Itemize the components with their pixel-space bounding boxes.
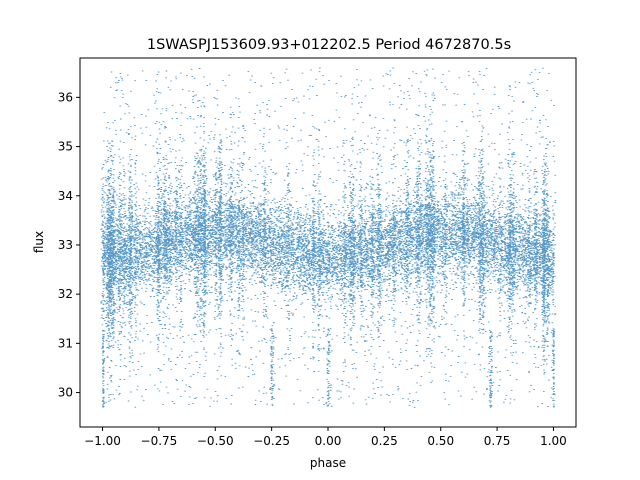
x-axis-label: phase <box>310 456 346 470</box>
y-tick-label: 33 <box>58 238 73 252</box>
data-points-path <box>100 67 557 408</box>
y-tick-label: 35 <box>58 140 73 154</box>
x-tick-label: −0.50 <box>197 434 234 448</box>
x-tick-label: 0.25 <box>371 434 398 448</box>
y-tick-label: 36 <box>58 90 73 104</box>
x-tick-label: 1.00 <box>540 434 567 448</box>
x-tick-label: 0.75 <box>484 434 511 448</box>
y-axis: 30 31 32 33 34 35 36 <box>58 90 80 400</box>
x-tick-label: −0.75 <box>141 434 178 448</box>
y-tick-label: 34 <box>58 189 73 203</box>
chart-title: 1SWASPJ153609.93+012202.5 Period 4672870… <box>147 37 511 53</box>
y-tick-label: 32 <box>58 287 73 301</box>
y-axis-label: flux <box>32 231 46 253</box>
y-tick-label: 30 <box>58 386 73 400</box>
x-tick-label: 0.50 <box>427 434 454 448</box>
x-axis: −1.00 −0.75 −0.50 −0.25 0.00 0.25 0.50 0.75 1.00 <box>84 427 567 448</box>
x-tick-label: −1.00 <box>84 434 121 448</box>
x-tick-label: 0.00 <box>315 434 342 448</box>
y-tick-label: 31 <box>58 336 73 350</box>
x-tick-label: −0.25 <box>253 434 290 448</box>
scatter-points <box>100 67 557 408</box>
